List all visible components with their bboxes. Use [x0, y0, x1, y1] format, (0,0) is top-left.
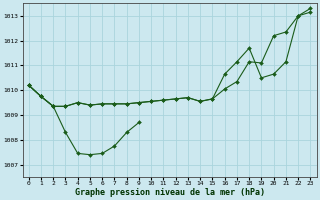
X-axis label: Graphe pression niveau de la mer (hPa): Graphe pression niveau de la mer (hPa): [75, 188, 265, 197]
